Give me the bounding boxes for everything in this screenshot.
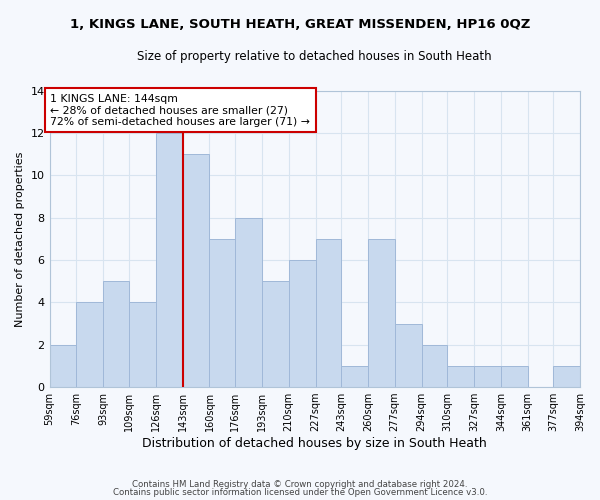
Text: Contains public sector information licensed under the Open Government Licence v3: Contains public sector information licen… <box>113 488 487 497</box>
Bar <box>474 366 501 387</box>
Bar <box>289 260 316 387</box>
X-axis label: Distribution of detached houses by size in South Heath: Distribution of detached houses by size … <box>142 437 487 450</box>
Y-axis label: Number of detached properties: Number of detached properties <box>15 151 25 326</box>
Bar <box>262 281 289 387</box>
Bar <box>553 366 580 387</box>
Bar <box>182 154 209 387</box>
Bar <box>341 366 368 387</box>
Bar <box>209 239 235 387</box>
Bar <box>103 281 129 387</box>
Bar <box>395 324 422 387</box>
Bar <box>235 218 262 387</box>
Bar <box>422 344 447 387</box>
Title: Size of property relative to detached houses in South Heath: Size of property relative to detached ho… <box>137 50 492 63</box>
Bar <box>129 302 155 387</box>
Text: 1 KINGS LANE: 144sqm
← 28% of detached houses are smaller (27)
72% of semi-detac: 1 KINGS LANE: 144sqm ← 28% of detached h… <box>50 94 310 127</box>
Text: Contains HM Land Registry data © Crown copyright and database right 2024.: Contains HM Land Registry data © Crown c… <box>132 480 468 489</box>
Bar <box>316 239 341 387</box>
Bar <box>50 344 76 387</box>
Bar <box>155 133 182 387</box>
Bar <box>76 302 103 387</box>
Bar <box>368 239 395 387</box>
Bar <box>501 366 528 387</box>
Bar <box>447 366 474 387</box>
Text: 1, KINGS LANE, SOUTH HEATH, GREAT MISSENDEN, HP16 0QZ: 1, KINGS LANE, SOUTH HEATH, GREAT MISSEN… <box>70 18 530 30</box>
